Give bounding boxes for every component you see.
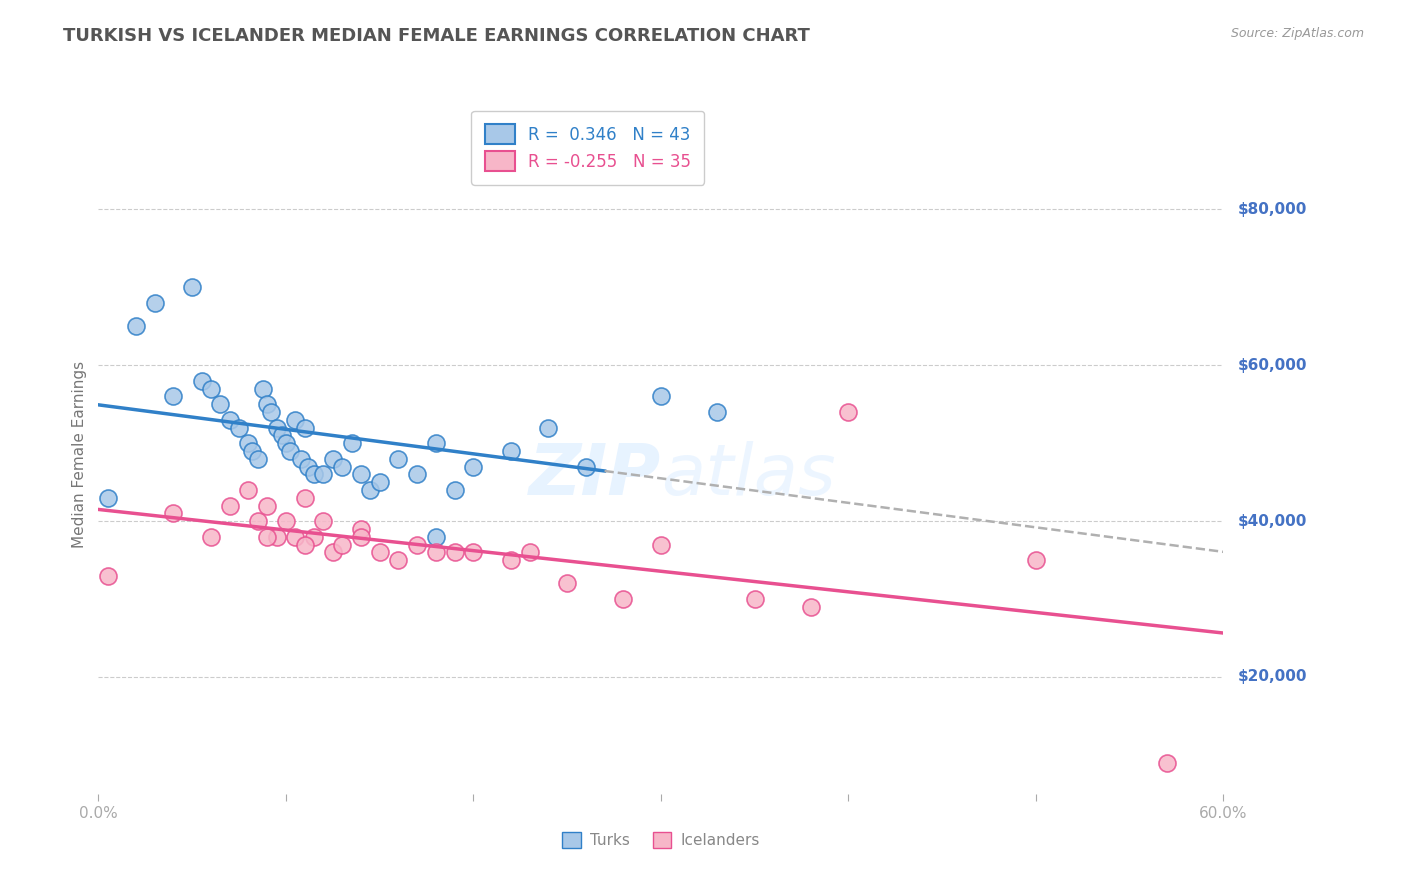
Point — [97, 568, 120, 582]
Point — [274, 514, 297, 528]
Text: $80,000: $80,000 — [1239, 202, 1308, 217]
Point — [330, 537, 353, 551]
Point — [443, 545, 465, 559]
Point — [340, 436, 363, 450]
Point — [499, 553, 522, 567]
Point — [200, 382, 222, 396]
Point — [284, 413, 307, 427]
Point — [368, 545, 391, 559]
Point — [359, 483, 381, 497]
Point — [406, 467, 429, 482]
Point — [463, 459, 485, 474]
Point — [387, 451, 409, 466]
Point — [294, 420, 316, 434]
Point — [260, 405, 283, 419]
Point — [274, 436, 297, 450]
Point — [612, 592, 634, 607]
Point — [256, 499, 278, 513]
Point — [302, 467, 325, 482]
Point — [519, 545, 541, 559]
Point — [312, 467, 335, 482]
Point — [240, 444, 263, 458]
Point — [1025, 553, 1047, 567]
Point — [190, 374, 212, 388]
Point — [537, 420, 560, 434]
Point — [238, 483, 260, 497]
Point — [330, 459, 353, 474]
Text: TURKISH VS ICELANDER MEDIAN FEMALE EARNINGS CORRELATION CHART: TURKISH VS ICELANDER MEDIAN FEMALE EARNI… — [63, 27, 810, 45]
Point — [200, 530, 222, 544]
Point — [837, 405, 859, 419]
Y-axis label: Median Female Earnings: Median Female Earnings — [72, 361, 87, 549]
Point — [218, 499, 240, 513]
Point — [425, 436, 447, 450]
Point — [575, 459, 598, 474]
Point — [252, 382, 274, 396]
Point — [425, 545, 447, 559]
Point — [284, 530, 307, 544]
Point — [294, 491, 316, 505]
Point — [266, 420, 288, 434]
Point — [218, 413, 240, 427]
Text: $20,000: $20,000 — [1239, 670, 1308, 684]
Point — [266, 530, 288, 544]
Point — [499, 444, 522, 458]
Point — [271, 428, 294, 442]
Point — [387, 553, 409, 567]
Text: $60,000: $60,000 — [1239, 358, 1308, 373]
Point — [350, 530, 373, 544]
Text: Source: ZipAtlas.com: Source: ZipAtlas.com — [1230, 27, 1364, 40]
Point — [209, 397, 232, 411]
Point — [425, 530, 447, 544]
Point — [443, 483, 465, 497]
Text: atlas: atlas — [661, 441, 835, 509]
Point — [302, 530, 325, 544]
Point — [1156, 756, 1178, 770]
Point — [278, 444, 301, 458]
Point — [406, 537, 429, 551]
Point — [800, 599, 823, 614]
Point — [350, 522, 373, 536]
Point — [650, 389, 672, 403]
Point — [463, 545, 485, 559]
Point — [650, 537, 672, 551]
Point — [97, 491, 120, 505]
Point — [297, 459, 319, 474]
Point — [744, 592, 766, 607]
Point — [125, 319, 148, 334]
Point — [294, 537, 316, 551]
Point — [228, 420, 250, 434]
Point — [350, 467, 373, 482]
Point — [322, 451, 344, 466]
Point — [181, 280, 204, 294]
Point — [322, 545, 344, 559]
Point — [162, 507, 184, 521]
Point — [238, 436, 260, 450]
Point — [290, 451, 312, 466]
Text: $40,000: $40,000 — [1239, 514, 1308, 529]
Point — [555, 576, 578, 591]
Point — [256, 397, 278, 411]
Point — [706, 405, 728, 419]
Point — [312, 514, 335, 528]
Point — [143, 296, 166, 310]
Point — [246, 514, 269, 528]
Point — [162, 389, 184, 403]
Point — [256, 530, 278, 544]
Legend: Turks, Icelanders: Turks, Icelanders — [557, 826, 765, 854]
Point — [368, 475, 391, 490]
Text: ZIP: ZIP — [529, 441, 661, 509]
Point — [246, 451, 269, 466]
